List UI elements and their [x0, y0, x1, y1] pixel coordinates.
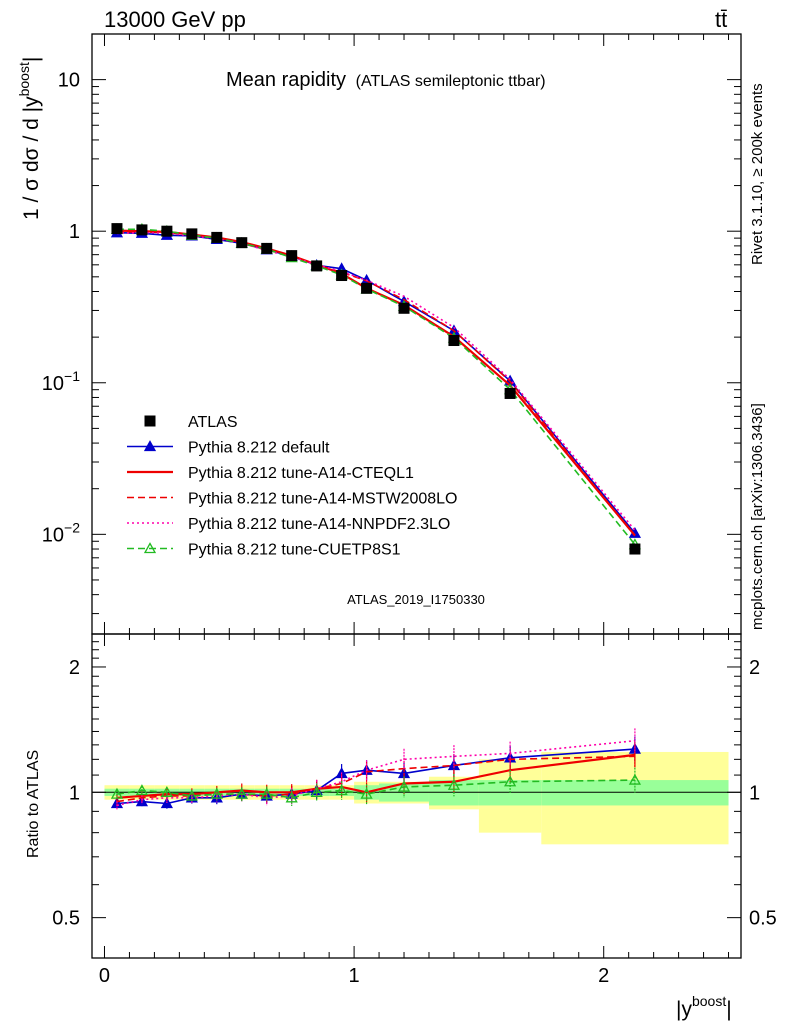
ratio-y-axis-label: Ratio to ATLAS — [25, 750, 42, 858]
ratio-marker-series-5-5 — [235, 787, 248, 799]
y-axis-label-sup: boost — [16, 62, 32, 96]
data-point-13 — [504, 387, 516, 399]
data-point-2 — [161, 225, 173, 237]
legend: ATLAS Pythia 8.212 default Pythia 8.212 tu… — [127, 414, 457, 559]
legend-marker-5 — [143, 542, 157, 554]
ratio-marker-series-5-6 — [260, 787, 273, 799]
legend-marker-0 — [144, 415, 156, 427]
legend-label-5: Pythia 8.212 tune-CUETP8S1 — [188, 542, 401, 559]
ratio-marker-series-5-2 — [160, 785, 173, 797]
legend-marker-1 — [143, 440, 157, 452]
ratio-marker-series-5-9 — [335, 784, 348, 796]
x-axis-label: |yboost| — [676, 993, 732, 1021]
x-axis-label-end: | — [726, 998, 731, 1021]
ratio-marker-series-5-10 — [360, 787, 373, 799]
energy-label: 13000 GeV pp — [104, 7, 246, 32]
y-tick-label-exp-0: −2 — [64, 519, 80, 535]
data-point-1 — [136, 224, 148, 236]
ratio-tick-label-left-1: 1 — [69, 782, 80, 804]
plot-frames — [91, 33, 742, 959]
data-point-3 — [186, 228, 198, 240]
ratio-frame — [91, 633, 742, 959]
ratio-marker-series-5-14 — [628, 773, 642, 785]
x-axis-label-main: |y — [676, 998, 692, 1021]
legend-label-0: ATLAS — [188, 414, 238, 431]
x-tick-label-2: 2 — [598, 965, 609, 987]
x-axis-label-sup: boost — [692, 993, 726, 1009]
data-point-4 — [211, 231, 223, 243]
ratio-line-series-5 — [116, 779, 635, 799]
data-point-14 — [629, 543, 641, 555]
y-tick-label-3: 10 — [58, 70, 80, 92]
legend-label-3: Pythia 8.212 tune-A14-MSTW2008LO — [188, 491, 457, 508]
main-line-series-4 — [116, 231, 636, 531]
ratio-marker-series-5-1 — [135, 784, 149, 796]
data-point-8 — [311, 260, 323, 272]
legend-label-4: Pythia 8.212 tune-A14-NNPDF2.3LO — [188, 516, 450, 533]
process-label: tt̄ — [715, 7, 727, 32]
analysis-id: ATLAS_2019_I1750330 — [347, 592, 485, 607]
y-tick-label-1: 10−1 — [42, 368, 80, 395]
y-axis-label: 1 / σ dσ / d |yboost| — [16, 57, 43, 220]
ratio-marker-series-5-13 — [504, 775, 517, 787]
data-point-12 — [448, 335, 460, 347]
data-point-5 — [236, 237, 248, 249]
y-axis-label-end: | — [20, 57, 43, 62]
ratio-marker-series-5-11 — [397, 780, 411, 792]
ratio-tick-label-right-2: 2 — [749, 657, 760, 679]
ratio-marker-series-5-4 — [210, 787, 223, 799]
data-point-11 — [398, 302, 410, 314]
data-point-10 — [361, 282, 373, 294]
ratio-series — [110, 728, 642, 810]
x-tick-label-1: 1 — [349, 965, 360, 987]
data-point-0 — [111, 223, 123, 235]
chart-title: Mean rapidity (ATLAS semileptonic ttbar) — [226, 69, 546, 91]
chart-subtitle: (ATLAS semileptonic ttbar) — [356, 73, 546, 90]
data-point-9 — [336, 270, 348, 282]
y-axis-label-main: 1 / σ dσ / d |y — [20, 96, 43, 220]
y-tick-label-base-3: 10 — [58, 70, 80, 92]
ratio-marker-series-5-0 — [110, 787, 124, 799]
y-tick-label-2: 1 — [69, 221, 80, 243]
ratio-marker-series-5-8 — [310, 785, 323, 797]
main-line-series-1 — [116, 231, 636, 534]
y-tick-label-0: 10−2 — [42, 519, 80, 546]
ratio-marker-series-5-12 — [447, 778, 461, 790]
ratio-marker-series-5-7 — [285, 791, 298, 803]
data-point-6 — [261, 242, 273, 254]
y-tick-label-base-0: 10 — [42, 524, 64, 546]
y-tick-label-exp-1: −1 — [64, 368, 80, 384]
y-tick-label-base-1: 10 — [42, 373, 64, 395]
ratio-tick-label-left-2: 2 — [69, 657, 80, 679]
mcplots-label: mcplots.cern.ch [arXiv:1306.3436] — [749, 403, 766, 630]
ratio-tick-label-right-0: 0.5 — [749, 908, 777, 930]
legend-label-2: Pythia 8.212 tune-A14-CTEQL1 — [188, 465, 414, 482]
legend-label-1: Pythia 8.212 default — [188, 440, 330, 457]
x-tick-label-0: 0 — [99, 965, 110, 987]
chart-title-main: Mean rapidity — [226, 69, 346, 91]
y-tick-label-base-2: 1 — [69, 221, 80, 243]
rivet-label: Rivet 3.1.10, ≥ 200k events — [749, 83, 766, 265]
main-series — [110, 222, 642, 555]
data-point-7 — [286, 250, 298, 262]
ratio-tick-label-right-1: 1 — [749, 782, 760, 804]
ratio-marker-series-5-3 — [185, 789, 198, 801]
ratio-line-series-3 — [116, 755, 635, 803]
ratio-tick-label-left-0: 0.5 — [52, 908, 80, 930]
